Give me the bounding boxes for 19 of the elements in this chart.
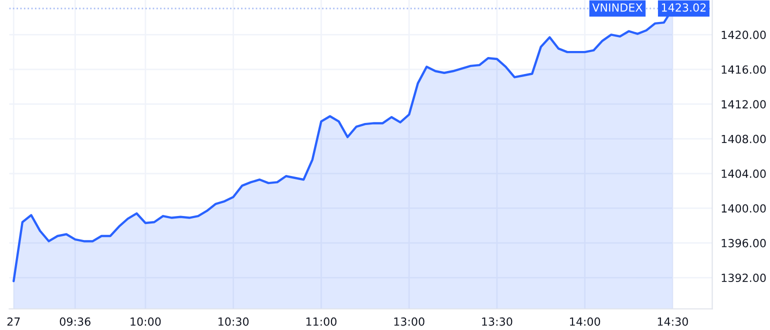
x-tick-label: 10:00 xyxy=(130,317,161,326)
x-tick-label: 14:30 xyxy=(658,317,688,326)
x-tick-label: 11:00 xyxy=(306,317,336,326)
y-tick-label: 1396.00 xyxy=(722,238,766,248)
x-tick-label: 13:00 xyxy=(394,317,424,326)
x-tick-label: 09:36 xyxy=(60,317,90,326)
x-tick-label: 27 xyxy=(7,317,20,326)
y-tick-label: 1404.00 xyxy=(722,170,766,178)
y-tick-label: 1400.00 xyxy=(722,204,766,213)
x-tick-label: 13:30 xyxy=(482,317,512,326)
y-tick-label: 1392.00 xyxy=(722,274,766,282)
x-tick-label: 10:30 xyxy=(218,317,249,326)
y-tick-label: 1408.00 xyxy=(722,134,766,144)
x-tick-label: 14:00 xyxy=(570,317,600,326)
ref-line-label: 1423.02 xyxy=(662,3,706,12)
y-tick-label: 1412.00 xyxy=(722,100,766,108)
legend-label: VNINDEX xyxy=(592,3,642,12)
y-tick-label: 1416.00 xyxy=(722,65,766,74)
y-tick-label: 1420.00 xyxy=(722,30,766,40)
